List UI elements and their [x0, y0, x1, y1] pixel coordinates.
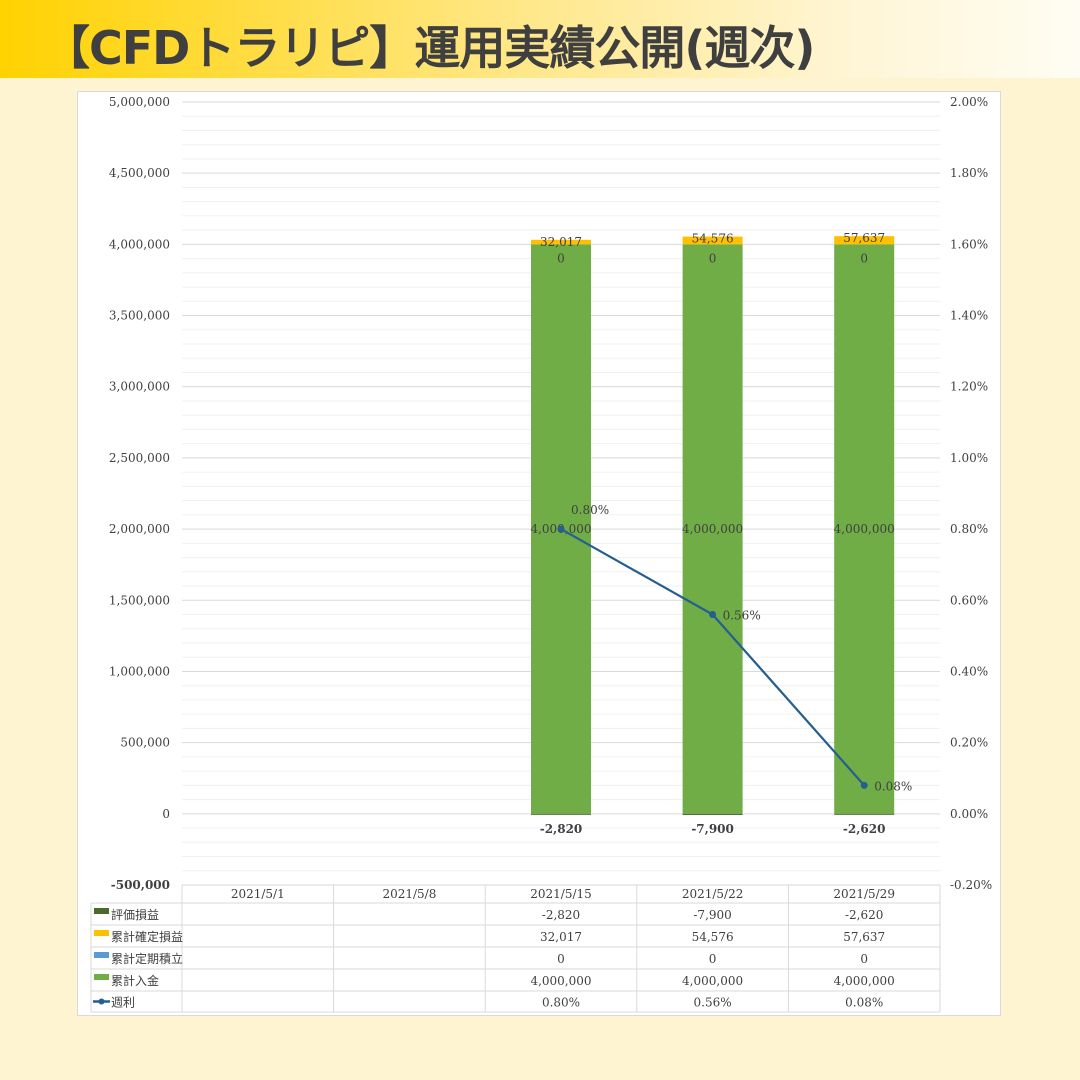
data-label-realized-pl: 54,576	[692, 232, 734, 246]
legend-swatch-icon	[94, 952, 109, 958]
table-cell: 0	[709, 952, 717, 966]
bar-realized-pl	[531, 239, 591, 245]
right-axis-tick: 1.40%	[950, 309, 988, 323]
table-cell: -2,620	[845, 908, 883, 922]
right-axis-tick: -0.20%	[950, 878, 992, 892]
table-cell: 0	[860, 952, 868, 966]
point-weekly-return	[860, 781, 868, 789]
data-label-realized-pl: 57,637	[843, 231, 885, 245]
category-label: 2021/5/15	[530, 887, 592, 901]
left-axis-tick: 0	[162, 807, 170, 821]
data-label-deposit: 4,000,000	[834, 522, 895, 536]
left-axis-tick: 2,000,000	[109, 522, 170, 536]
data-label-savings: 0	[709, 251, 717, 265]
left-axis-tick: -500,000	[111, 878, 170, 892]
category-label: 2021/5/29	[833, 887, 895, 901]
data-label-realized-pl: 32,017	[540, 235, 582, 249]
table-cell: 0.80%	[542, 996, 580, 1010]
table-cell: -2,820	[542, 908, 580, 922]
right-axis-tick: 1.60%	[950, 237, 988, 251]
legend-swatch-icon	[94, 974, 109, 980]
left-axis-tick: 5,000,000	[109, 95, 170, 109]
table-cell: 0.08%	[845, 996, 883, 1010]
table-cell: 0	[557, 952, 565, 966]
data-label-savings: 0	[557, 251, 565, 265]
page-title: 【CFDトラリピ】運用実績公開(週次)	[44, 21, 815, 75]
category-label: 2021/5/22	[682, 887, 744, 901]
right-axis-tick: 0.80%	[950, 522, 988, 536]
right-axis-tick: 1.80%	[950, 166, 988, 180]
legend-label: 累計定期積立	[111, 951, 183, 966]
legend-label: 累計確定損益	[111, 929, 183, 944]
data-label-weekly-return: 0.80%	[571, 503, 609, 517]
legend-marker-icon	[98, 998, 105, 1005]
category-label: 2021/5/8	[382, 887, 436, 901]
table-cell: -7,900	[693, 908, 731, 922]
right-axis-tick: 1.20%	[950, 380, 988, 394]
right-axis-tick: 0.60%	[950, 593, 988, 607]
table-cell: 4,000,000	[834, 974, 895, 988]
left-axis-tick: 1,000,000	[109, 664, 170, 678]
legend-swatch-icon	[94, 930, 109, 936]
data-label-unrealized-pl: -2,820	[540, 822, 583, 836]
left-axis-tick: 1,500,000	[109, 593, 170, 607]
table-cell: 4,000,000	[682, 974, 743, 988]
right-axis-tick: 0.00%	[950, 807, 988, 821]
left-axis-tick: 3,500,000	[109, 309, 170, 323]
right-axis-tick: 0.20%	[950, 736, 988, 750]
bar-deposit	[834, 244, 895, 814]
point-weekly-return	[709, 611, 717, 619]
data-label-weekly-return: 0.56%	[723, 609, 761, 623]
table-cell: 54,576	[692, 930, 734, 944]
data-label-deposit: 4,000,000	[682, 522, 743, 536]
bar-unrealized-pl	[682, 813, 743, 815]
legend-label: 週利	[111, 996, 135, 1010]
left-axis-tick: 2,500,000	[109, 451, 170, 465]
table-cell: 0.56%	[694, 996, 732, 1010]
bar-realized-pl	[682, 236, 743, 245]
bar-unrealized-pl	[834, 813, 895, 815]
left-axis-tick: 500,000	[120, 736, 170, 750]
legend-label: 評価損益	[111, 907, 159, 922]
legend-swatch-icon	[94, 908, 109, 914]
bar-realized-pl	[834, 236, 895, 245]
bar-deposit	[682, 244, 743, 814]
title-banner: 【CFDトラリピ】運用実績公開(週次)	[0, 0, 1080, 78]
left-axis-tick: 4,500,000	[109, 166, 170, 180]
table-cell: 57,637	[843, 930, 885, 944]
left-axis-tick: 3,000,000	[109, 380, 170, 394]
right-axis-tick: 2.00%	[950, 95, 988, 109]
data-label-unrealized-pl: -7,900	[691, 822, 734, 836]
point-weekly-return	[557, 525, 565, 533]
table-cell: 4,000,000	[530, 974, 591, 988]
data-label-weekly-return: 0.08%	[874, 779, 912, 793]
left-axis-tick: 4,000,000	[109, 237, 170, 251]
right-axis-tick: 1.00%	[950, 451, 988, 465]
bar-unrealized-pl	[531, 813, 591, 815]
category-label: 2021/5/1	[231, 887, 285, 901]
right-axis-tick: 0.40%	[950, 664, 988, 678]
data-label-savings: 0	[860, 251, 868, 265]
table-cell: 32,017	[540, 930, 582, 944]
data-label-unrealized-pl: -2,620	[843, 822, 886, 836]
legend-label: 累計入金	[111, 973, 159, 988]
